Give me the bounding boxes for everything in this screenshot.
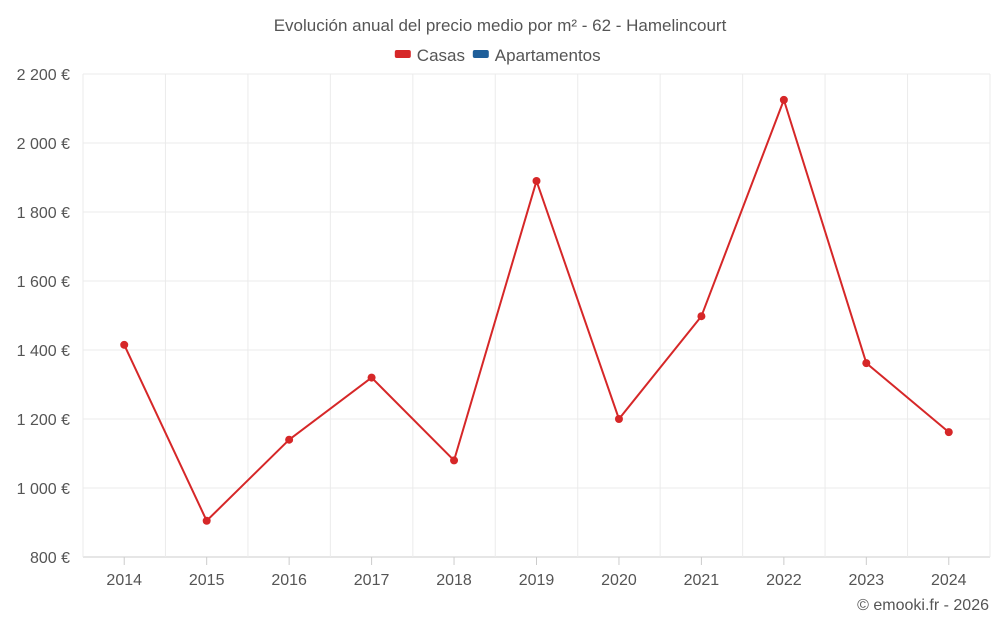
legend: Casas Apartamentos: [394, 46, 601, 65]
x-tick-label: 2022: [766, 572, 802, 589]
data-point: [779, 95, 788, 104]
x-tick-label: 2017: [354, 572, 390, 589]
y-tick-label: 1 800 €: [17, 205, 70, 222]
data-point: [202, 516, 211, 525]
axes: 800 € 1 000 € 1 200 € 1 400 € 1 600 € 1 800 €…: [17, 67, 967, 589]
legend-swatch: [394, 50, 411, 58]
data-point: [450, 456, 459, 465]
credit-text: © emooki.fr - 2026: [857, 597, 989, 614]
legend-label: Apartamentos: [495, 46, 601, 65]
data-point: [367, 373, 376, 382]
x-tick-label: 2015: [189, 572, 225, 589]
chart-title: Evolución anual del precio medio por m² …: [274, 16, 727, 35]
data-point: [120, 340, 129, 349]
x-tick-label: 2019: [519, 572, 555, 589]
y-tick-label: 800 €: [30, 550, 70, 567]
x-tick-label: 2024: [931, 572, 967, 589]
grid: [82, 73, 991, 558]
y-tick-label: 2 200 €: [17, 67, 70, 84]
x-tick-label: 2016: [271, 572, 307, 589]
data-point: [944, 428, 953, 437]
y-tick-label: 1 000 €: [17, 481, 70, 498]
x-tick-label: 2014: [106, 572, 142, 589]
y-tick-label: 1 200 €: [17, 412, 70, 429]
y-tick-label: 1 600 €: [17, 274, 70, 291]
y-tick-label: 1 400 €: [17, 343, 70, 360]
x-tick-label: 2023: [849, 572, 885, 589]
y-tick-label: 2 000 €: [17, 136, 70, 153]
data-point: [285, 435, 294, 444]
data-point: [614, 415, 623, 423]
x-tick-label: 2021: [684, 572, 720, 589]
x-tick-label: 2018: [436, 572, 472, 589]
data-point: [862, 359, 871, 368]
legend-swatch: [472, 50, 489, 58]
series-layer: [120, 95, 953, 525]
legend-label: Casas: [417, 46, 465, 65]
x-tick-label: 2020: [601, 572, 637, 589]
data-point: [697, 312, 706, 321]
data-point: [532, 176, 541, 185]
